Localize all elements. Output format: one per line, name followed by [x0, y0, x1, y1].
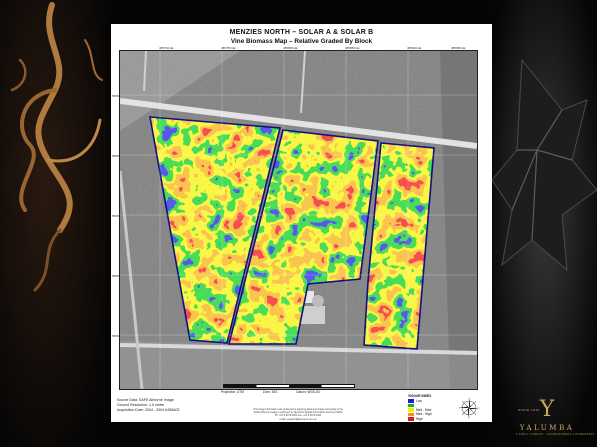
notice-line: SAFE Airborne imagery performed by Spect…	[253, 411, 343, 415]
tick-label-top: 485800mE	[283, 46, 298, 50]
aerial-map	[120, 51, 477, 389]
tick-label-top: 485700mE	[159, 46, 174, 50]
source-line: Acquisition Date: 2004 - 2004 #455A02	[117, 408, 180, 412]
map-title: MENZIES NORTH – SOLAR A & SOLAR B	[229, 29, 374, 36]
map-frame	[119, 50, 478, 390]
legend-title: VIGOUR INDEX	[408, 394, 432, 398]
legend-entry: Low	[408, 399, 432, 403]
legend-swatch	[408, 408, 414, 412]
zone-label: Zone: 54S	[262, 390, 278, 394]
legend-label: Med - High	[416, 412, 432, 417]
legend-entry: High	[408, 417, 432, 421]
tick-label-top: 485900mE	[407, 46, 422, 50]
block-outlines	[149, 116, 435, 350]
source-line: Ground Resolution: 1.0 metre	[117, 403, 165, 407]
legend-label: High	[416, 416, 423, 421]
source-line: Source Data: SAFE Airborne Image	[117, 398, 174, 402]
road	[120, 170, 144, 389]
notice-line: Ph: +61 8 8379 0000 Fax: +61 8 8379 0000	[274, 414, 322, 418]
legend-entry: Med - High	[408, 412, 432, 416]
track	[300, 51, 306, 114]
road	[120, 343, 477, 355]
legend-swatch	[408, 403, 414, 408]
datum-label: Datum: WGS-84	[296, 390, 320, 394]
grape-leaf-illustration	[492, 0, 597, 447]
paddock	[440, 51, 477, 389]
logo-since: SINCE 1849	[518, 408, 540, 412]
legend-swatch	[408, 412, 414, 417]
projection-label: Projection: UTM	[221, 390, 244, 394]
compass-rose-icon	[458, 397, 480, 419]
notice-text: This image information was produced by a…	[203, 408, 393, 421]
yalumba-logo: SINCE 1849 Y YALUMBA A FAMILY COMPANY · …	[516, 397, 595, 437]
vigour-blocks	[150, 117, 434, 349]
legend-swatch	[408, 416, 414, 421]
notice-line: email: research@specterra.com.au	[279, 417, 317, 421]
logo-name: YALUMBA	[519, 423, 575, 432]
vigour-legend: VIGOUR INDEX Low Med - Med Med - High Hi…	[408, 394, 432, 421]
map-subtitle: Vine Biomass Map – Relative Graded By Bl…	[230, 38, 373, 45]
legend-swatch	[408, 399, 414, 403]
tick-label-top: 485850mE	[345, 46, 360, 50]
grape-leaf-background	[492, 0, 597, 447]
track	[143, 51, 147, 92]
paddock	[120, 51, 240, 131]
legend-entry: Med - Med	[408, 408, 432, 412]
tick-label-top: 485750mE	[221, 46, 236, 50]
projection-info: Projection: UTM Zone: 54S Datum: WGS-84	[221, 390, 381, 394]
legend-label: Med - Med	[416, 407, 432, 412]
logo-tagline: A FAMILY COMPANY · GRAPEGROWERS & WINEMA…	[516, 433, 595, 436]
logo-letter: Y	[539, 397, 555, 422]
source-info: Source Data: SAFE Airborne Image Ground …	[117, 398, 180, 413]
legend-entry	[408, 403, 432, 408]
notice-line: This image information was produced by a…	[253, 408, 343, 411]
biomass-map-poster: MENZIES NORTH – SOLAR A & SOLAR B Vine B…	[111, 24, 492, 422]
coordinate-grid	[120, 51, 477, 389]
legend-label: Low	[416, 399, 422, 404]
vine-tendril-illustration	[0, 0, 112, 447]
tick-label-top: 485950mE	[451, 46, 466, 50]
road	[120, 98, 477, 149]
vine-tendril-background	[0, 0, 112, 447]
scale-bar	[223, 384, 355, 388]
